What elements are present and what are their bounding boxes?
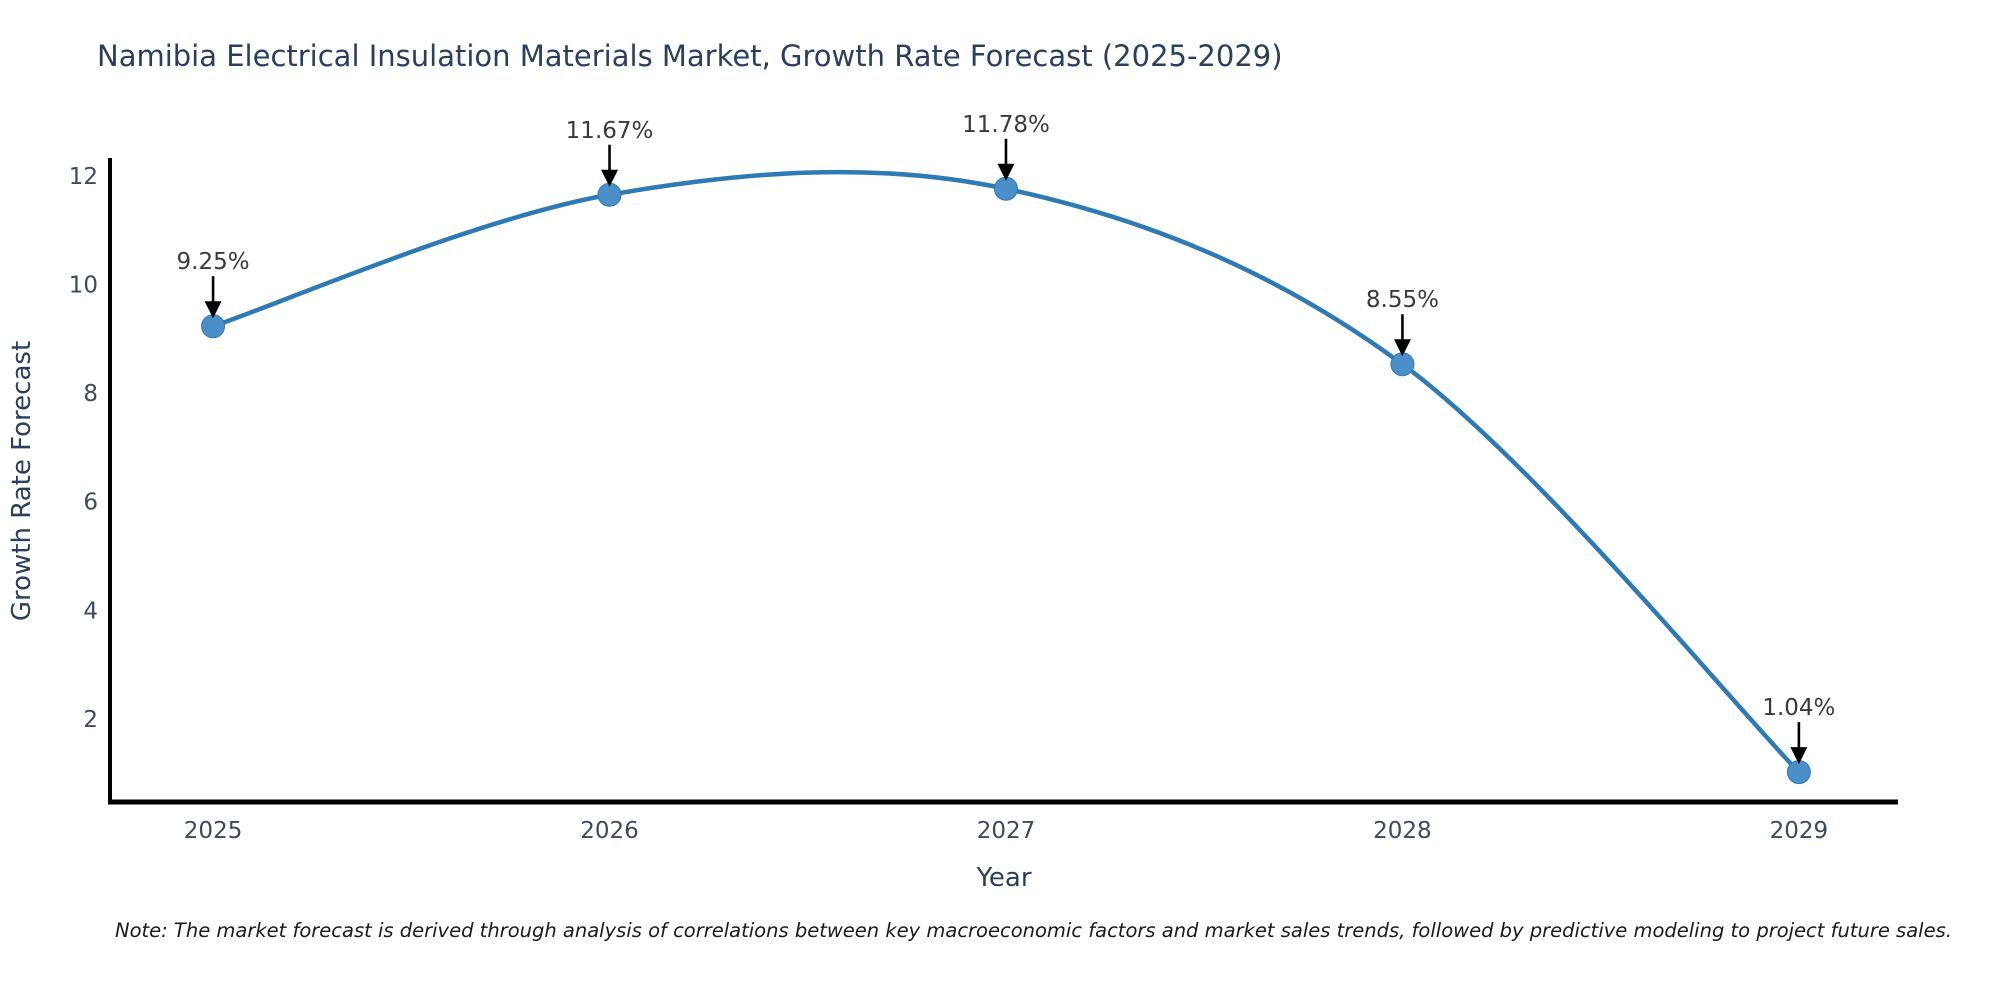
y-tick-label: 6 <box>83 490 98 516</box>
y-tick-label: 10 <box>69 272 98 298</box>
chart-title: Namibia Electrical Insulation Materials … <box>97 39 1283 73</box>
annotation-arrow-head <box>997 163 1015 181</box>
x-tick-label: 2026 <box>580 818 639 844</box>
y-tick-label: 4 <box>83 598 98 624</box>
y-tick-label: 12 <box>69 164 98 190</box>
annotation-arrow-head <box>1393 339 1411 357</box>
x-tick-label: 2029 <box>1770 818 1829 844</box>
forecast-line <box>210 169 1802 775</box>
annotation-arrow-head <box>601 169 619 187</box>
y-axis-title: Growth Rate Forecast <box>7 341 37 621</box>
y-tick-label: 2 <box>83 707 98 733</box>
annotation-arrow-head <box>1790 747 1808 765</box>
x-tick-label: 2028 <box>1373 818 1432 844</box>
data-point-label: 11.67% <box>566 118 654 144</box>
x-axis-title: Year <box>975 863 1031 893</box>
x-tick-label: 2027 <box>977 818 1036 844</box>
x-tick-label: 2025 <box>184 818 243 844</box>
chart-footnote: Note: The market forecast is derived thr… <box>115 919 1952 942</box>
annotation-arrow-head <box>204 301 222 319</box>
data-point-label: 1.04% <box>1762 695 1835 721</box>
data-point-label: 8.55% <box>1366 287 1439 313</box>
data-point-label: 11.78% <box>962 112 1050 138</box>
y-tick-label: 8 <box>83 381 98 407</box>
data-point-label: 9.25% <box>177 249 250 275</box>
plot-area: 2 4 6 8 10 12 2025 2026 2027 2028 2029 9.25% 11.67% 1… <box>69 112 1836 844</box>
